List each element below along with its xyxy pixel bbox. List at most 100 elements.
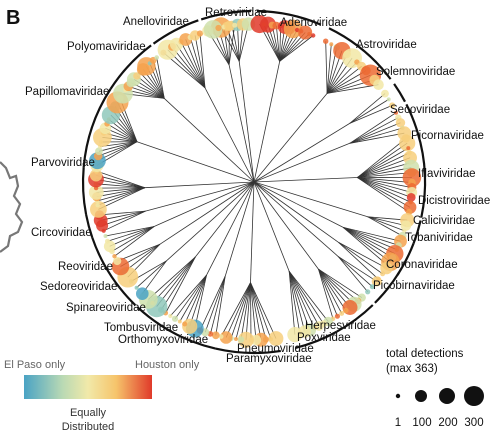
tree-branch	[318, 268, 347, 311]
tree-branch	[197, 181, 255, 208]
tree-branch	[228, 25, 236, 65]
tree-branch	[342, 227, 393, 259]
tip-circle	[95, 147, 103, 156]
tree-branch	[144, 182, 235, 189]
tree-branch	[338, 242, 379, 280]
tree-branch	[318, 269, 338, 317]
tree-branch	[260, 61, 281, 149]
clade-arc	[103, 264, 121, 288]
tip-circle	[136, 287, 149, 301]
tip-circle	[394, 110, 398, 115]
family-label-paramyxoviridae: Paramyxoviridae	[226, 353, 312, 365]
tree-branch	[318, 268, 359, 302]
tree-branch	[288, 271, 310, 331]
tree-branch	[367, 216, 403, 237]
tree-branch	[194, 35, 206, 88]
tree-branch	[342, 227, 389, 267]
tree-branch	[357, 157, 411, 178]
tree-branch	[357, 177, 411, 208]
family-label-anelloviridae: Anelloviridae	[123, 16, 189, 28]
tree-branch	[253, 180, 275, 183]
family-label-solemnoviridae: Solemnoviridae	[376, 66, 455, 78]
tree-branch	[235, 282, 251, 340]
tree-branch	[213, 181, 255, 209]
tip-circle	[269, 337, 273, 342]
tree-branch	[180, 41, 206, 88]
tree-branch	[148, 256, 196, 300]
tree-branch	[141, 260, 167, 294]
tip-circle	[238, 331, 254, 348]
tip-circle	[294, 27, 300, 33]
size-legend-subtitle: (max 363)	[386, 363, 438, 375]
size-legend-dot-200	[439, 388, 455, 404]
tip-circle	[171, 315, 179, 322]
tree-branch	[253, 144, 285, 183]
tree-branch	[288, 271, 306, 332]
tip-circle	[218, 334, 224, 339]
tree-branch	[288, 271, 324, 325]
tree-branch	[326, 44, 332, 94]
tree-branch	[357, 138, 407, 178]
tree-branch	[103, 210, 146, 232]
tree-branch	[324, 142, 350, 154]
tree-branch	[185, 39, 206, 88]
family-label-reoviridae: Reoviridae	[58, 261, 113, 273]
tree-branch	[357, 177, 412, 188]
tree-branch	[367, 216, 405, 232]
tree-branch	[156, 57, 165, 99]
tree-branch	[204, 87, 226, 128]
tree-branch	[174, 274, 207, 320]
clade-arc	[336, 304, 374, 333]
tree-branch	[250, 229, 253, 283]
tree-branch	[367, 216, 406, 226]
tree-branch	[128, 85, 165, 99]
tree-branch	[139, 72, 165, 99]
tree-branch	[109, 226, 155, 247]
size-tick-1: 1	[395, 417, 401, 429]
tip-circle	[369, 284, 375, 290]
size-legend: total detections (max 363) 1 100 200 300	[386, 348, 484, 429]
legend-equally-label: Equally	[70, 407, 107, 419]
tree-branch	[184, 275, 207, 325]
tree-branch	[357, 177, 413, 183]
color-gradient-bar	[24, 375, 152, 399]
tree-branch	[96, 187, 146, 202]
tip-circle	[177, 319, 182, 324]
clade-arc	[81, 167, 88, 215]
tree-branch	[357, 177, 412, 193]
tree-branch	[199, 33, 206, 88]
family-label-spinareoviridae: Spinareoviridae	[66, 302, 146, 314]
tree-branch	[253, 181, 267, 214]
tree-branch	[273, 177, 358, 182]
tree-branch	[343, 227, 395, 255]
tree-branch	[250, 282, 277, 339]
tip-circle	[219, 331, 233, 344]
tip-circle	[287, 327, 303, 343]
tree-branch	[170, 274, 207, 317]
size-tick-100: 100	[412, 417, 431, 429]
tip-circle	[215, 24, 222, 32]
tree-branch	[98, 141, 138, 157]
tree-branch	[349, 99, 389, 124]
tree-branch	[97, 187, 146, 206]
tree-branch	[233, 181, 255, 184]
tip-circle	[329, 42, 334, 47]
clade-arc	[405, 103, 419, 133]
tip-circle	[134, 285, 139, 290]
tree-branch	[310, 232, 339, 257]
tip-circle	[381, 89, 389, 98]
family-labels: Retroviridae Adenoviridae Astroviridae S…	[25, 7, 490, 365]
tip-circle	[380, 271, 386, 277]
tree-branch	[296, 203, 344, 228]
tree-branch	[96, 187, 145, 193]
tree-branch	[225, 282, 251, 338]
tree-branch	[240, 282, 251, 340]
tree-branch	[238, 61, 252, 163]
tip-circle	[196, 30, 204, 37]
tree-branch	[357, 177, 412, 198]
tree-branch	[306, 123, 350, 150]
tree-branch	[231, 25, 240, 62]
tree-branch	[357, 172, 412, 178]
tree-branch	[349, 132, 405, 144]
tree-branch	[107, 226, 155, 242]
